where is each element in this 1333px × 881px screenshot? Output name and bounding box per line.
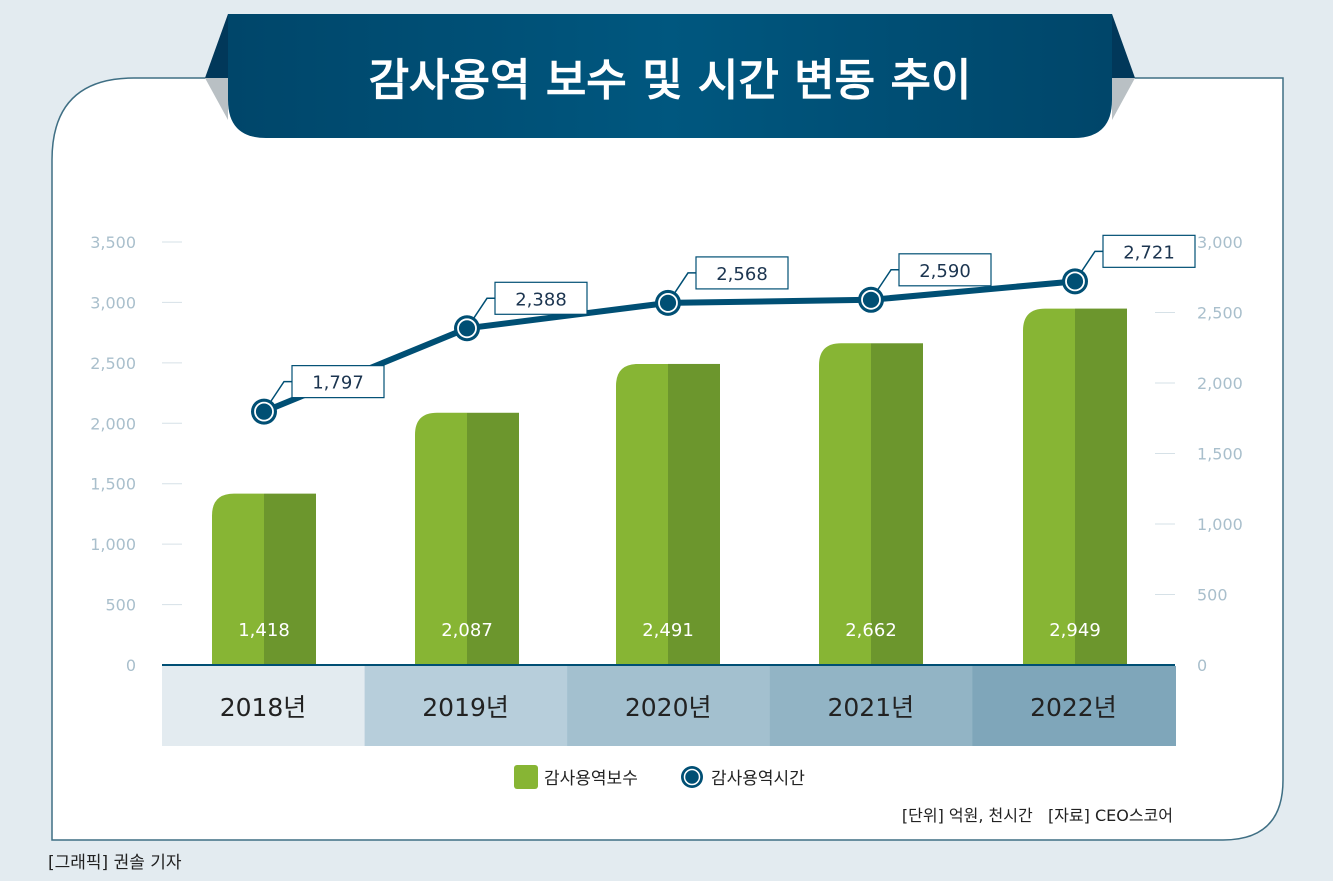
line-value-label: 2,590 bbox=[919, 261, 971, 282]
left-axis-tick: 2,500 bbox=[90, 354, 136, 373]
category-label: 2018년 bbox=[220, 693, 307, 722]
callout-box bbox=[898, 253, 992, 287]
right-axis-tick: 3,000 bbox=[1197, 233, 1243, 252]
chart-title: 감사용역 보수 및 시간 변동 추이 bbox=[369, 55, 972, 106]
right-axis-tick: 500 bbox=[1197, 586, 1228, 605]
line-value-label: 1,797 bbox=[312, 373, 364, 394]
left-axis-tick: 2,000 bbox=[90, 414, 136, 433]
line-value-label: 2,721 bbox=[1123, 242, 1175, 263]
bar-value-label: 2,087 bbox=[441, 620, 493, 641]
right-axis-tick: 1,500 bbox=[1197, 445, 1243, 464]
bar-left-half bbox=[415, 412, 467, 665]
category-cell bbox=[162, 666, 366, 746]
bar-right-half bbox=[668, 363, 720, 665]
bar-left-half bbox=[212, 493, 264, 665]
bar-right-half bbox=[264, 493, 316, 665]
title-banner bbox=[228, 14, 1112, 138]
callout-box bbox=[1102, 234, 1196, 268]
right-axis-tick: 1,000 bbox=[1197, 515, 1243, 534]
category-label: 2019년 bbox=[422, 693, 509, 722]
bar-value-label: 2,662 bbox=[845, 620, 897, 641]
category-cell bbox=[364, 666, 569, 746]
bar-right-half bbox=[1075, 308, 1127, 665]
category-label: 2022년 bbox=[1030, 693, 1117, 722]
legend-swatch-bar bbox=[514, 765, 538, 789]
source-note: [단위] 억원, 천시간 [자료] CEO스코어 bbox=[902, 806, 1173, 825]
bar-left-half bbox=[819, 343, 871, 665]
category-label: 2021년 bbox=[827, 693, 914, 722]
callout-box bbox=[494, 281, 588, 315]
right-axis-tick: 2,000 bbox=[1197, 374, 1243, 393]
category-cell bbox=[567, 666, 771, 746]
category-cell bbox=[769, 666, 974, 746]
bar-left-half bbox=[1023, 308, 1075, 665]
left-axis-tick: 3,000 bbox=[90, 293, 136, 312]
left-axis-tick: 0 bbox=[126, 656, 136, 675]
left-axis-tick: 1,500 bbox=[90, 475, 136, 494]
bar-left-half bbox=[616, 363, 668, 665]
legend-label-line: 감사용역시간 bbox=[711, 769, 805, 789]
left-axis-tick: 3,500 bbox=[90, 233, 136, 252]
line-value-label: 2,568 bbox=[716, 264, 768, 285]
bar-value-label: 2,949 bbox=[1049, 620, 1101, 641]
callout-box bbox=[291, 365, 385, 399]
legend-label-bar: 감사용역보수 bbox=[544, 769, 638, 789]
bar-value-label: 2,491 bbox=[642, 620, 694, 641]
left-axis-tick: 500 bbox=[105, 596, 136, 615]
credit: [그래픽] 권솔 기자 bbox=[48, 853, 182, 873]
right-axis-tick: 2,500 bbox=[1197, 304, 1243, 323]
category-label: 2020년 bbox=[625, 693, 712, 722]
category-cell bbox=[972, 666, 1176, 746]
bar-right-half bbox=[871, 343, 923, 665]
line-value-label: 2,388 bbox=[515, 289, 567, 310]
right-axis-tick: 0 bbox=[1197, 656, 1207, 675]
bar-right-half bbox=[467, 412, 519, 665]
left-axis-tick: 1,000 bbox=[90, 535, 136, 554]
callout-box bbox=[695, 256, 789, 290]
bar-value-label: 1,418 bbox=[238, 620, 290, 641]
